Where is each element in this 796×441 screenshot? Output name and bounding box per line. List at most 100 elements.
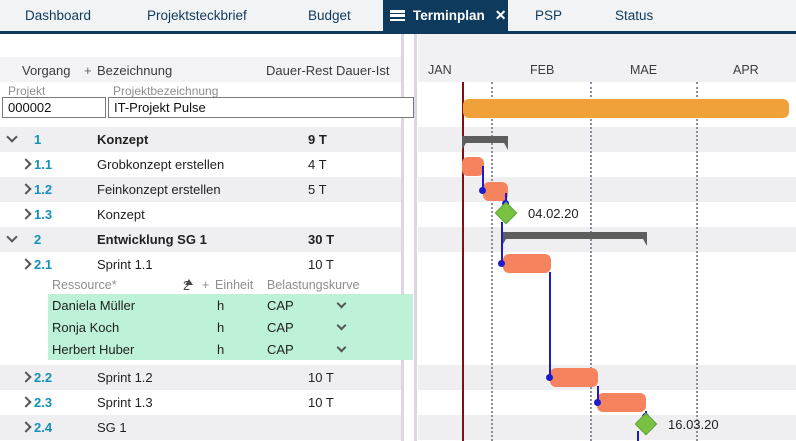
task-label: Sprint 1.2 (97, 370, 153, 385)
task-number: 2.4 (34, 420, 53, 435)
task-number: 2.1 (34, 257, 53, 272)
task-label: SG 1 (97, 420, 127, 435)
milestone-date: 04.02.20 (528, 206, 579, 221)
task-bar-sprint-1-2[interactable] (550, 368, 598, 387)
task-bar-feinkonzept[interactable] (483, 182, 508, 201)
milestone-date: 16.03.20 (668, 417, 719, 432)
resource-curve: CAP (267, 298, 294, 313)
task-row-feinkonzept[interactable]: 1.2 Feinkonzept erstellen 5 T (0, 177, 796, 202)
dependency-link (501, 222, 503, 263)
tab-dashboard[interactable]: Dashboard (25, 8, 92, 23)
task-row-sg1-milestone[interactable]: 2.4 SG 1 (0, 415, 796, 440)
chevron-right-icon[interactable] (20, 258, 32, 270)
sort-up-icon (185, 279, 193, 285)
project-bar[interactable] (463, 99, 789, 118)
column-vorgang: Vorgang (22, 63, 71, 78)
add-resource-button[interactable]: + (202, 278, 210, 292)
chevron-right-icon[interactable] (20, 183, 32, 195)
task-number: 2 (34, 232, 42, 247)
task-duration-rest: 5 T (308, 182, 327, 197)
link-dot (594, 399, 601, 406)
task-duration-rest: 30 T (308, 232, 335, 247)
resource-unit: h (217, 320, 225, 335)
chevron-right-icon[interactable] (20, 158, 32, 170)
summary-bar-tip (462, 136, 470, 150)
resource-row[interactable]: Herbert Huber h CAP (48, 338, 413, 360)
summary-bar-entwicklung[interactable] (502, 232, 647, 239)
resource-name: Herbert Huber (52, 342, 135, 357)
task-bar-sprint-1-3[interactable] (597, 393, 646, 412)
resource-list: Daniela Müller h CAP Ronja Koch h CAP He… (48, 294, 413, 360)
task-row-sprint-1-3[interactable]: 2.3 Sprint 1.3 10 T (0, 390, 796, 415)
project-name-input[interactable] (108, 97, 414, 118)
task-row-sprint-1-1[interactable]: 2.1 Sprint 1.1 10 T (0, 252, 796, 277)
chevron-down-icon[interactable] (336, 320, 347, 331)
link-dot (546, 374, 553, 381)
task-row-grobkonzept[interactable]: 1.1 Grobkonzept erstellen 4 T (0, 152, 796, 177)
task-label: Entwicklung SG 1 (97, 232, 207, 247)
chevron-down-icon[interactable] (6, 231, 18, 243)
resource-unit: h (217, 342, 225, 357)
chevron-right-icon[interactable] (20, 371, 32, 383)
summary-bar-konzept[interactable] (462, 136, 508, 143)
month-gridline (696, 82, 698, 441)
close-icon[interactable]: ✕ (494, 7, 507, 23)
task-number: 1 (34, 132, 42, 147)
task-label: Feinkonzept erstellen (97, 182, 221, 197)
tab-status[interactable]: Status (615, 8, 654, 23)
task-duration-rest: 10 T (308, 370, 334, 385)
resource-row[interactable]: Daniela Müller h CAP (48, 294, 413, 316)
month-label: JAN (428, 63, 452, 77)
task-number: 1.1 (34, 157, 53, 172)
chevron-right-icon[interactable] (20, 208, 32, 220)
resource-curve: CAP (267, 320, 294, 335)
resource-column: Ressource* (52, 278, 117, 292)
tab-psp[interactable]: PSP (535, 8, 563, 23)
add-column-button[interactable]: + (84, 63, 92, 78)
resource-name: Daniela Müller (52, 298, 136, 313)
column-bezeichnung: Bezeichnung (97, 63, 173, 78)
splitter-line (414, 34, 417, 441)
task-label: Grobkonzept erstellen (97, 157, 225, 172)
task-bar-grobkonzept[interactable] (462, 157, 484, 176)
projektbezeichnung-label: Projektbezeichnung (113, 84, 219, 98)
splitter-line (401, 34, 404, 441)
month-gridline (491, 82, 493, 441)
column-dauer-ist: Dauer-Ist (336, 63, 390, 78)
task-label: Konzept (97, 132, 149, 147)
project-id-input[interactable] (2, 97, 106, 118)
dependency-link (505, 193, 507, 205)
column-dauer-rest: Dauer-Rest (266, 63, 333, 78)
chevron-right-icon[interactable] (20, 421, 32, 433)
task-label: Konzept (97, 207, 145, 222)
task-duration-rest: 4 T (308, 157, 327, 172)
task-bar-sprint-1-1[interactable] (503, 254, 551, 273)
task-row-sprint-1-2[interactable]: 2.2 Sprint 1.2 10 T (0, 365, 796, 390)
chevron-right-icon[interactable] (20, 396, 32, 408)
task-number: 1.2 (34, 182, 53, 197)
resource-curve: CAP (267, 342, 294, 357)
link-dot (498, 260, 505, 267)
task-row-entwicklung[interactable]: 2 Entwicklung SG 1 30 T (0, 227, 796, 252)
task-label: Sprint 1.1 (97, 257, 153, 272)
task-row-konzept-milestone[interactable]: 1.3 Konzept (0, 202, 796, 227)
chevron-down-icon[interactable] (6, 131, 18, 143)
tab-bar: Dashboard Projektsteckbrief Budget Termi… (0, 0, 796, 34)
tab-budget[interactable]: Budget (308, 8, 351, 23)
chevron-down-icon[interactable] (336, 342, 347, 353)
task-row-konzept[interactable]: 1 Konzept 9 T (0, 127, 796, 152)
chevron-down-icon[interactable] (336, 298, 347, 309)
dependency-link (597, 386, 599, 402)
resource-row[interactable]: Ronja Koch h CAP (48, 316, 413, 338)
tab-terminplan[interactable]: Terminplan ✕ (383, 0, 508, 31)
summary-bar-tip (639, 232, 647, 246)
projekt-label: Projekt (8, 84, 46, 98)
pane-splitter[interactable] (401, 34, 418, 441)
month-gridline (590, 82, 592, 441)
dependency-link (549, 272, 551, 377)
task-number: 2.2 (34, 370, 53, 385)
tab-projektsteckbrief[interactable]: Projektsteckbrief (147, 8, 247, 23)
menu-icon[interactable] (390, 10, 405, 21)
table-header: Vorgang + Bezeichnung Dauer-Rest Dauer-I… (0, 57, 401, 82)
